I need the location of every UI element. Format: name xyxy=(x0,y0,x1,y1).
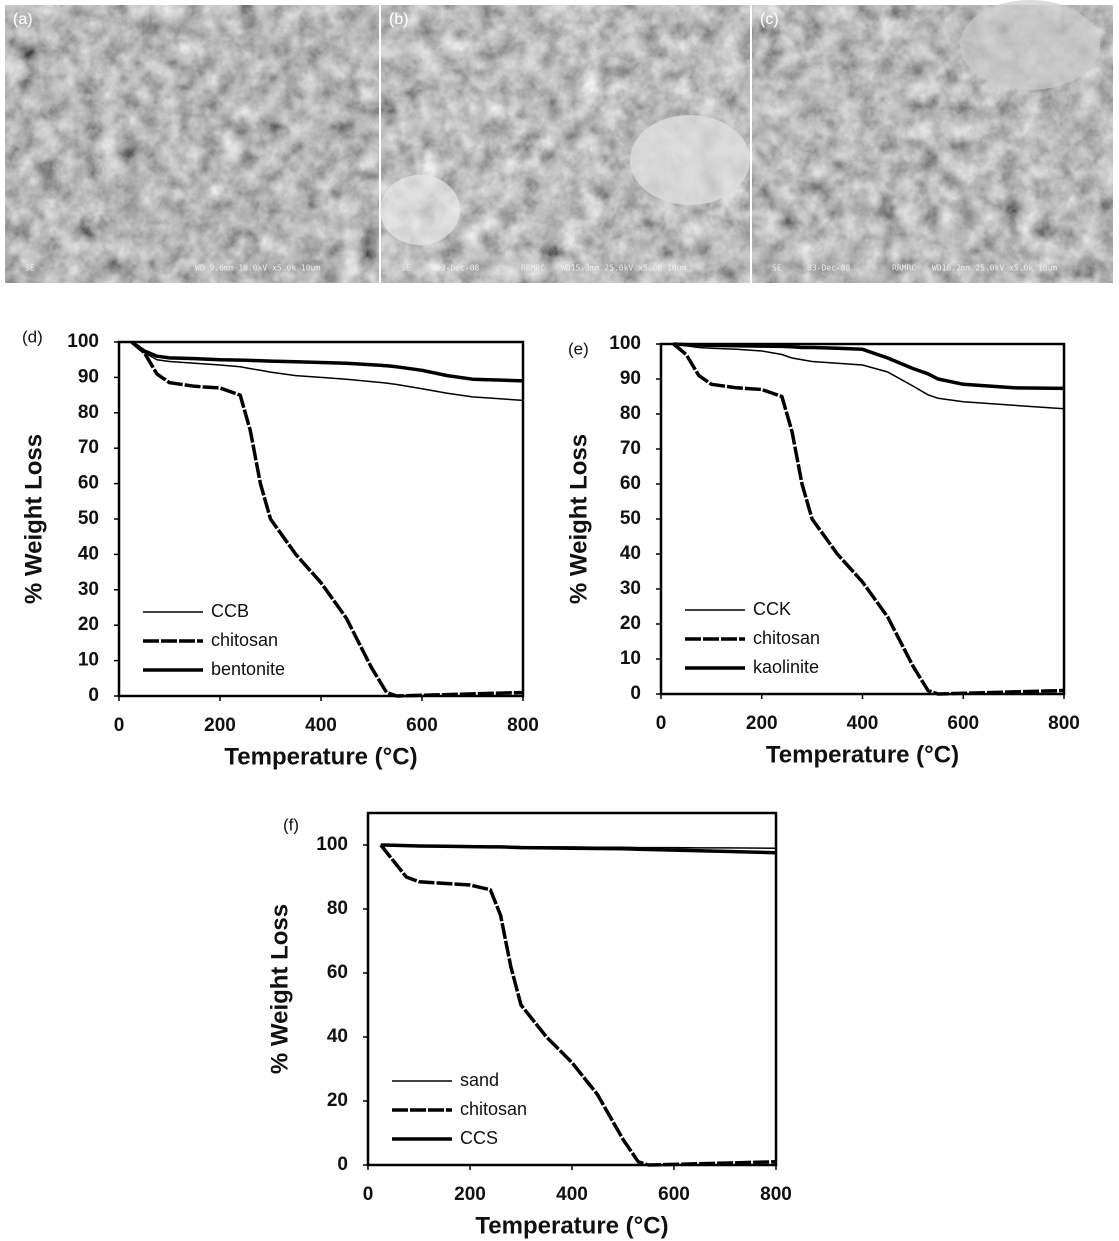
y-tick-label: 70 xyxy=(620,438,641,459)
x-tick-label: 800 xyxy=(507,715,539,736)
sem-info: WD16.2mm 25.0kV x5.0k 10um xyxy=(932,264,1057,273)
legend-label: chitosan xyxy=(460,1099,527,1119)
series-line xyxy=(672,342,1065,696)
y-tick-label: 40 xyxy=(327,1026,348,1047)
x-tick-label: 800 xyxy=(760,1184,792,1205)
panel-label: (d) xyxy=(22,327,43,346)
y-tick-label: 10 xyxy=(78,650,99,671)
x-tick-label: 600 xyxy=(947,713,979,734)
sem-info: WD15.3mm 25.0kV x5.0k 10um xyxy=(561,264,686,273)
x-tick-label: 400 xyxy=(847,713,879,734)
sem-image: (b) SE 03-Dec-08 RRMRC WD15.3mm 25.0kV x5.0k… xyxy=(380,5,750,283)
sem-info: 03-Dec-08 xyxy=(436,264,480,273)
plot-frame xyxy=(659,342,1066,696)
sem-info: SE xyxy=(25,264,35,273)
series-line xyxy=(673,342,1065,391)
series-line xyxy=(379,843,777,1167)
legend-label: CCB xyxy=(211,601,249,621)
y-axis-title: % Weight Loss xyxy=(266,904,293,1074)
y-tick-label: 0 xyxy=(88,685,99,706)
x-tick-label: 400 xyxy=(556,1184,588,1205)
sem-info: RRMRC xyxy=(521,264,545,273)
y-tick-label: 100 xyxy=(67,331,99,352)
y-tick-label: 90 xyxy=(620,368,641,389)
x-axis-title: Temperature (°C) xyxy=(766,741,959,768)
series-line xyxy=(673,343,1065,410)
x-tick-label: 0 xyxy=(363,1184,374,1205)
series-line xyxy=(130,340,524,383)
x-axis-title: Temperature (°C) xyxy=(224,743,417,770)
chart: 0 10 20 30 40 50 60 70 80 90 100 0 200 400 600 800 Tempe… xyxy=(20,327,539,770)
y-tick-label: 60 xyxy=(327,962,348,983)
panel-label: (f) xyxy=(283,815,299,834)
x-tick-label: 600 xyxy=(658,1184,690,1205)
legend-label: CCS xyxy=(460,1128,498,1148)
series-line xyxy=(380,843,777,855)
y-tick-label: 70 xyxy=(78,437,99,458)
x-tick-label: 800 xyxy=(1048,713,1080,734)
x-axis-title: Temperature (°C) xyxy=(475,1212,668,1239)
y-tick-label: 100 xyxy=(316,834,348,855)
sem-texture xyxy=(5,5,379,283)
y-tick-label: 40 xyxy=(78,543,99,564)
chart: 0 10 20 30 40 50 60 70 80 90 100 0 200 400 600 800 Tempe… xyxy=(565,333,1080,768)
legend-label: chitosan xyxy=(211,630,278,650)
y-tick-label: 0 xyxy=(630,683,641,704)
plot-frame xyxy=(366,811,778,1167)
sem-image: (a) SE WD 9.6mm 10.0kV x5.0k 10um xyxy=(5,5,379,283)
y-tick-label: 80 xyxy=(620,403,641,424)
legend-label: chitosan xyxy=(753,628,820,648)
y-tick-label: 50 xyxy=(620,508,641,529)
y-tick-label: 90 xyxy=(78,366,99,387)
panel-label: (a) xyxy=(13,11,33,28)
x-tick-label: 0 xyxy=(114,715,125,736)
y-tick-label: 60 xyxy=(78,473,99,494)
sem-info: 03-Dec-08 xyxy=(807,264,851,273)
x-tick-label: 200 xyxy=(204,715,236,736)
sem-bright-grain xyxy=(960,0,1100,90)
y-tick-label: 80 xyxy=(327,898,348,919)
y-axis-title: % Weight Loss xyxy=(20,434,47,604)
y-tick-label: 0 xyxy=(337,1154,348,1175)
y-tick-label: 30 xyxy=(78,579,99,600)
x-tick-label: 400 xyxy=(305,715,337,736)
x-tick-label: 200 xyxy=(746,713,778,734)
sem-info: SE xyxy=(772,264,782,273)
x-tick-label: 200 xyxy=(454,1184,486,1205)
sem-info: RRMRC xyxy=(892,264,916,273)
panel-label: (c) xyxy=(760,11,779,28)
x-tick-label: 600 xyxy=(406,715,438,736)
y-tick-label: 80 xyxy=(78,402,99,423)
y-axis-title: % Weight Loss xyxy=(565,434,592,604)
y-tick-label: 10 xyxy=(620,648,641,669)
legend-label: CCK xyxy=(753,599,791,619)
sem-bright-grain xyxy=(380,175,460,245)
y-tick-label: 20 xyxy=(78,614,99,635)
sem-info: SE xyxy=(401,264,411,273)
legend-label: sand xyxy=(460,1070,499,1090)
sem-bright-crystal xyxy=(630,115,750,205)
x-tick-label: 0 xyxy=(656,713,667,734)
legend-label: kaolinite xyxy=(753,657,819,677)
y-tick-label: 100 xyxy=(609,333,641,354)
y-tick-label: 40 xyxy=(620,543,641,564)
legend-label: bentonite xyxy=(211,659,285,679)
y-tick-label: 20 xyxy=(620,613,641,634)
sem-images: (a) SE WD 9.6mm 10.0kV x5.0k 10um (b) SE 03-D… xyxy=(5,0,1113,283)
y-tick-label: 30 xyxy=(620,578,641,599)
panel-label: (e) xyxy=(568,339,589,358)
y-tick-label: 20 xyxy=(327,1090,348,1111)
series-line xyxy=(131,341,524,402)
y-tick-label: 50 xyxy=(78,508,99,529)
sem-image: (c) SE 03-Dec-08 RRMRC WD16.2mm 25.0kV x5.0k… xyxy=(752,0,1113,283)
sem-info: WD 9.6mm 10.0kV x5.0k 10um xyxy=(195,264,320,273)
y-tick-label: 60 xyxy=(620,473,641,494)
panel-label: (b) xyxy=(389,11,409,28)
chart: 0 20 40 60 80 100 0 200 400 600 800 Temperature (°C… xyxy=(266,811,792,1239)
series-line xyxy=(130,340,524,698)
